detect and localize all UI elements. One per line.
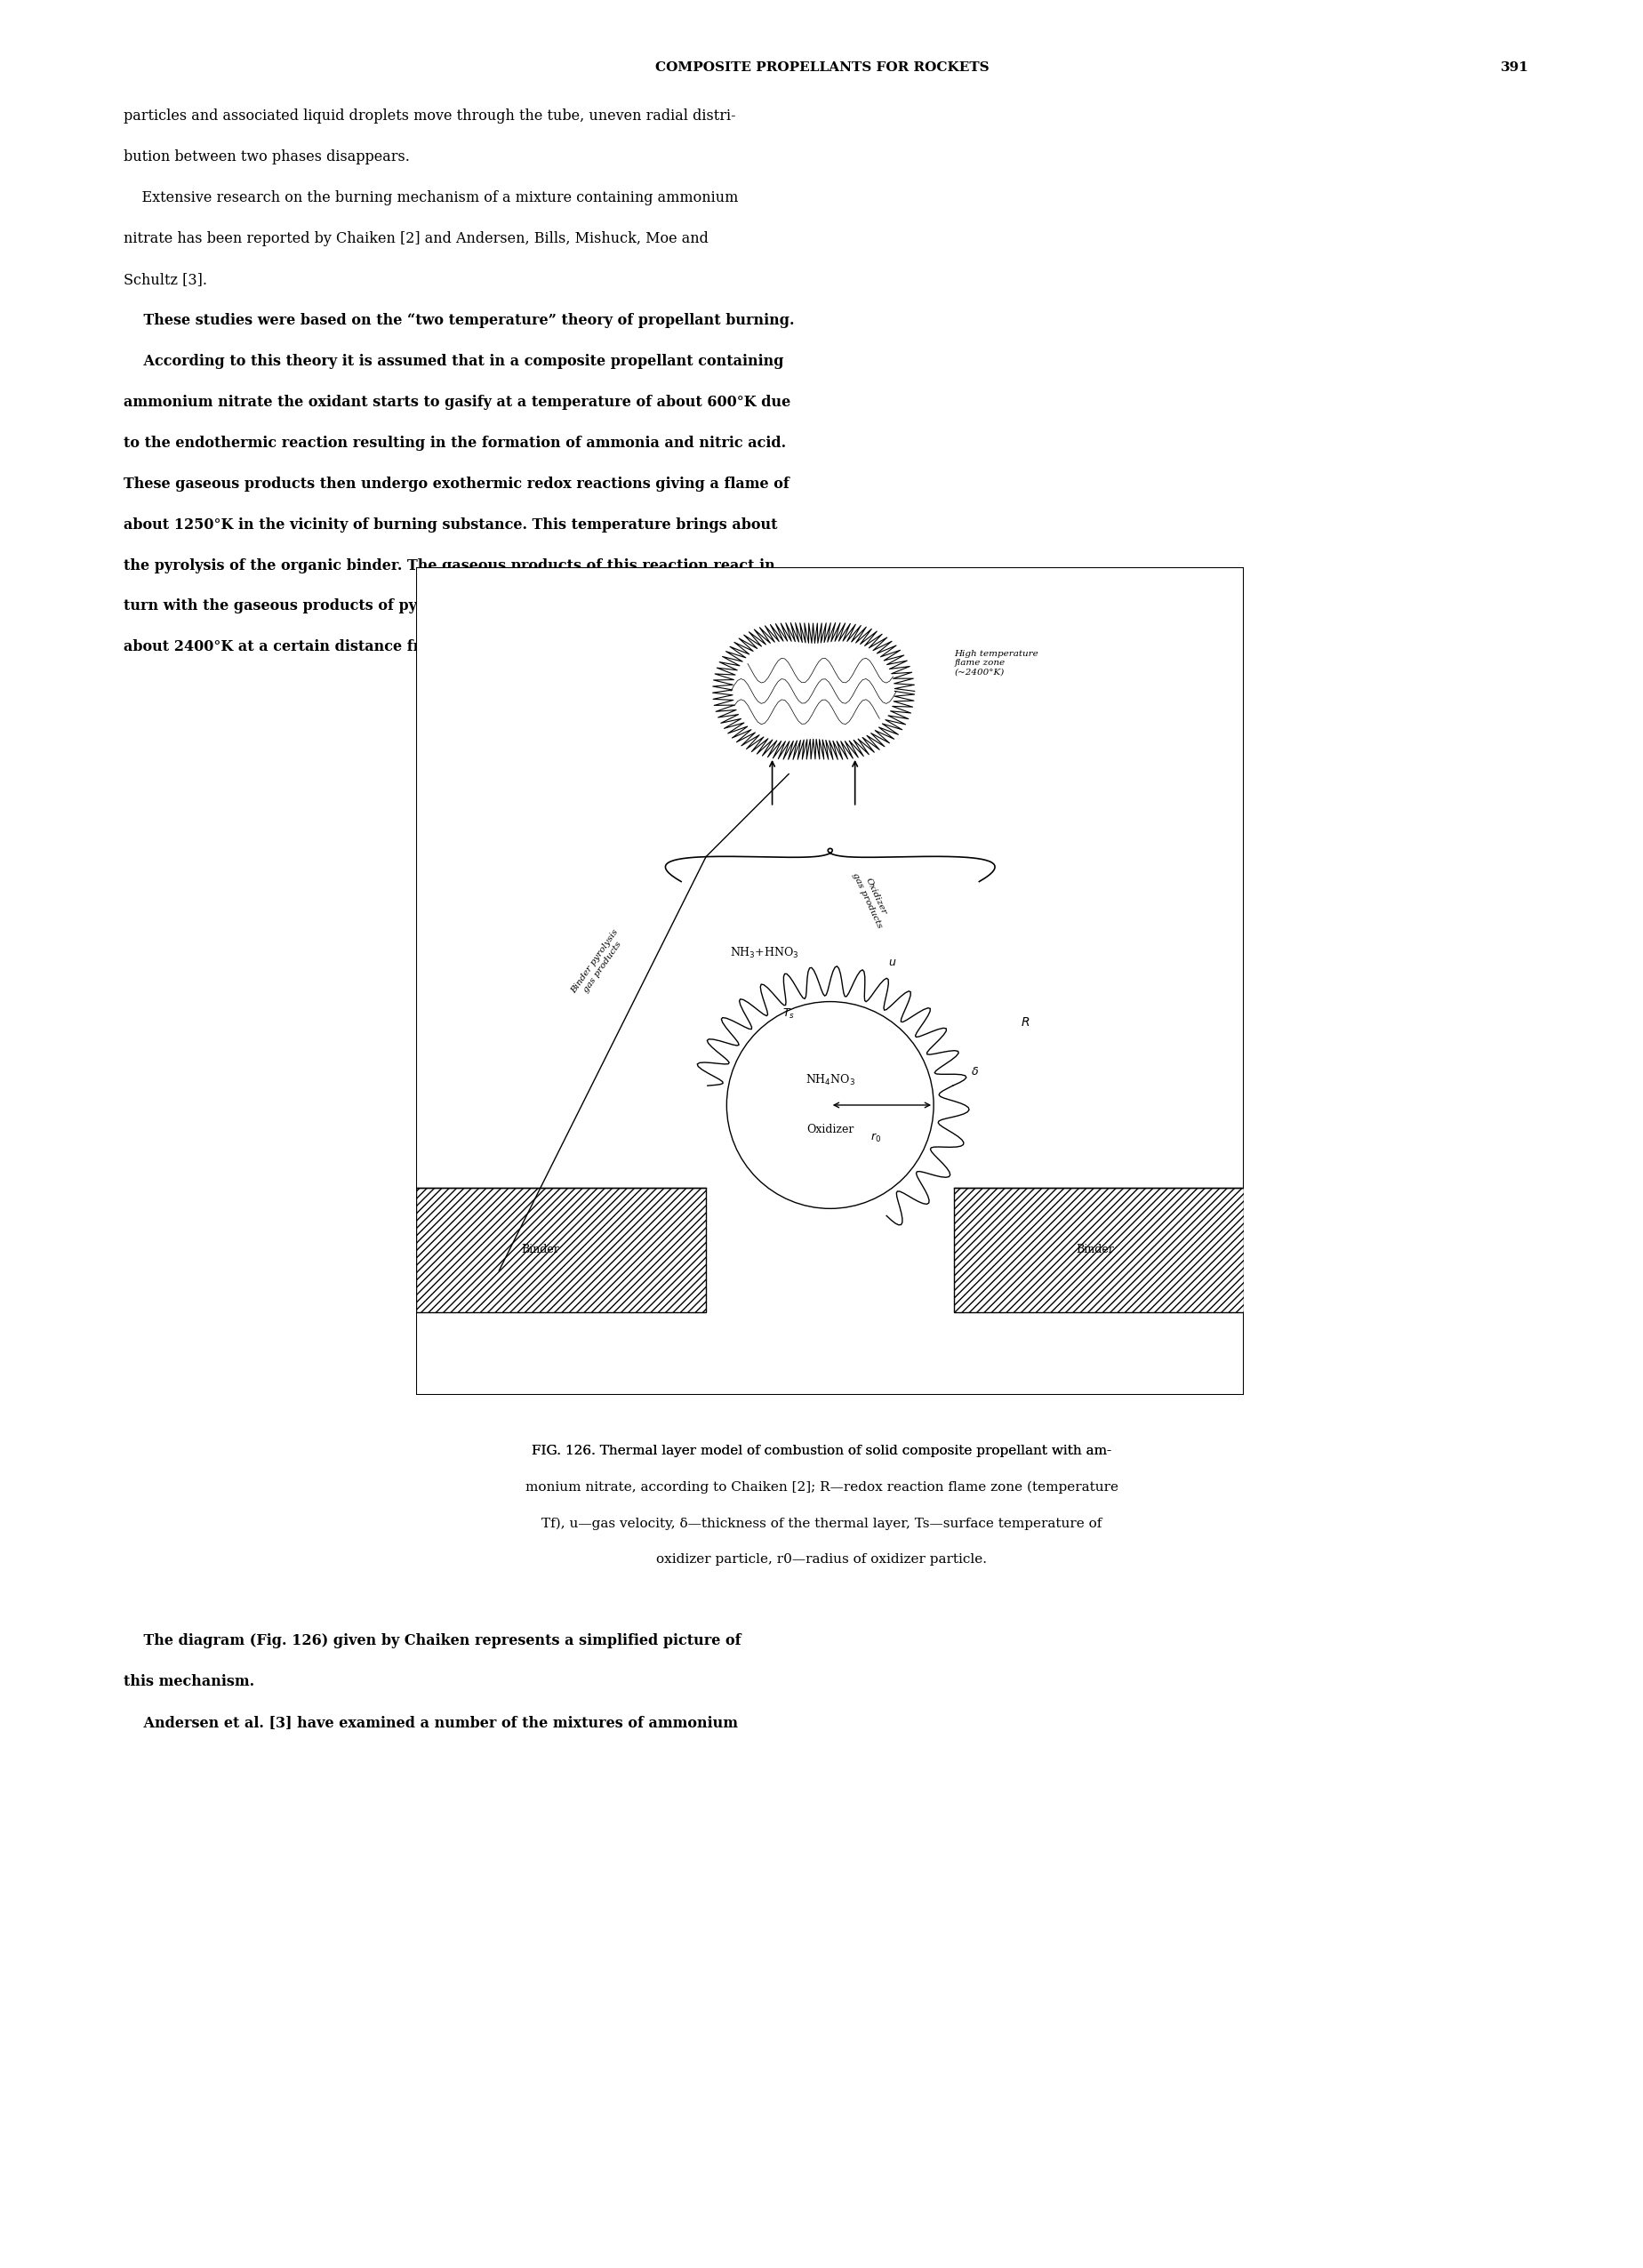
Text: These gaseous products then undergo exothermic redox reactions giving a flame of: These gaseous products then undergo exot… [123,476,789,492]
Text: this mechanism.: this mechanism. [123,1674,255,1690]
Text: Andersen et al. [3] have examined a number of the mixtures of ammonium: Andersen et al. [3] have examined a numb… [123,1715,738,1730]
Text: the pyrolysis of the organic binder. The gaseous products of this reaction react: the pyrolysis of the organic binder. The… [123,558,774,574]
Text: about 1250°K in the vicinity of burning substance. This temperature brings about: about 1250°K in the vicinity of burning … [123,517,777,533]
Text: COMPOSITE PROPELLANTS FOR ROCKETS: COMPOSITE PROPELLANTS FOR ROCKETS [654,61,989,73]
Text: Binder: Binder [1076,1245,1114,1256]
Text: $T_s$: $T_s$ [782,1007,795,1021]
Text: $r_0$: $r_0$ [869,1132,881,1145]
Circle shape [726,1002,933,1209]
Text: Tf), u—gas velocity, δ—thickness of the thermal layer, Ts—surface temperature of: Tf), u—gas velocity, δ—thickness of the … [542,1517,1101,1531]
Bar [416,1188,705,1311]
Text: Extensive research on the burning mechanism of a mixture containing ammonium: Extensive research on the burning mechan… [123,191,738,206]
Text: Oxidizer: Oxidizer [807,1125,853,1136]
Text: $\delta$: $\delta$ [971,1066,979,1077]
Text: NH$_4$NO$_3$: NH$_4$NO$_3$ [805,1073,854,1086]
Text: Schultz [3].: Schultz [3]. [123,272,207,288]
Text: particles and associated liquid droplets move through the tube, uneven radial di: particles and associated liquid droplets… [123,109,734,125]
Text: $u$: $u$ [887,957,895,968]
Text: NH$_3$+HNO$_3$: NH$_3$+HNO$_3$ [729,946,798,959]
Text: High temperature
flame zone
(~2400°K): High temperature flame zone (~2400°K) [955,649,1038,676]
Bar [955,1188,1244,1311]
Text: According to this theory it is assumed that in a composite propellant containing: According to this theory it is assumed t… [123,354,784,370]
Text: turn with the gaseous products of pyrolysis of the oxidant to create a hot flame: turn with the gaseous products of pyroly… [123,599,775,615]
Text: 391: 391 [1500,61,1528,73]
Text: to the endothermic reaction resulting in the formation of ammonia and nitric aci: to the endothermic reaction resulting in… [123,435,785,451]
Bar [416,1188,705,1311]
Text: about 2400°K at a certain distance from the surface of the charge.: about 2400°K at a certain distance from … [123,640,656,655]
Text: oxidizer particle, r0—radius of oxidizer particle.: oxidizer particle, r0—radius of oxidizer… [656,1554,987,1565]
Text: $R$: $R$ [1020,1016,1029,1027]
Text: monium nitrate, according to Chaiken [2]; R—redox reaction flame zone (temperatu: monium nitrate, according to Chaiken [2]… [526,1481,1117,1495]
Text: nitrate has been reported by Chaiken [2] and Andersen, Bills, Mishuck, Moe and: nitrate has been reported by Chaiken [2]… [123,231,708,247]
Text: Oxidizer
gas products: Oxidizer gas products [851,866,892,930]
Text: bution between two phases disappears.: bution between two phases disappears. [123,150,409,166]
Text: ammonium nitrate the oxidant starts to gasify at a temperature of about 600°K du: ammonium nitrate the oxidant starts to g… [123,395,790,411]
Text: Binder: Binder [521,1245,559,1256]
Text: The diagram (Fig. 126) given by Chaiken represents a simplified picture of: The diagram (Fig. 126) given by Chaiken … [123,1633,741,1649]
Text: FIG. 126. Thermal layer model of combustion of solid composite propellant with a: FIG. 126. Thermal layer model of combust… [532,1445,1111,1456]
Text: These studies were based on the “two temperature” theory of propellant burning.: These studies were based on the “two tem… [123,313,794,329]
Text: Binder pyrolysis
gas products: Binder pyrolysis gas products [568,928,628,1000]
Text: FIG. 126. Thermal layer model of combustion of solid composite propellant with a: FIG. 126. Thermal layer model of combust… [532,1445,1111,1456]
